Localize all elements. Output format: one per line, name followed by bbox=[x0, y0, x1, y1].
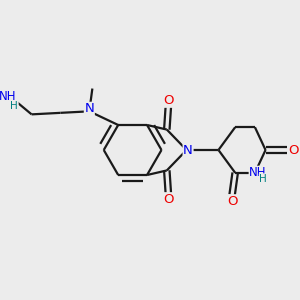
Text: O: O bbox=[288, 143, 299, 157]
Text: H: H bbox=[11, 101, 18, 111]
Text: NH: NH bbox=[0, 90, 16, 103]
Text: O: O bbox=[163, 94, 174, 107]
Text: O: O bbox=[163, 193, 174, 206]
Text: O: O bbox=[227, 195, 237, 208]
Text: N: N bbox=[183, 143, 193, 157]
Text: N: N bbox=[84, 102, 94, 116]
Text: H: H bbox=[259, 174, 267, 184]
Text: NH: NH bbox=[249, 166, 267, 179]
